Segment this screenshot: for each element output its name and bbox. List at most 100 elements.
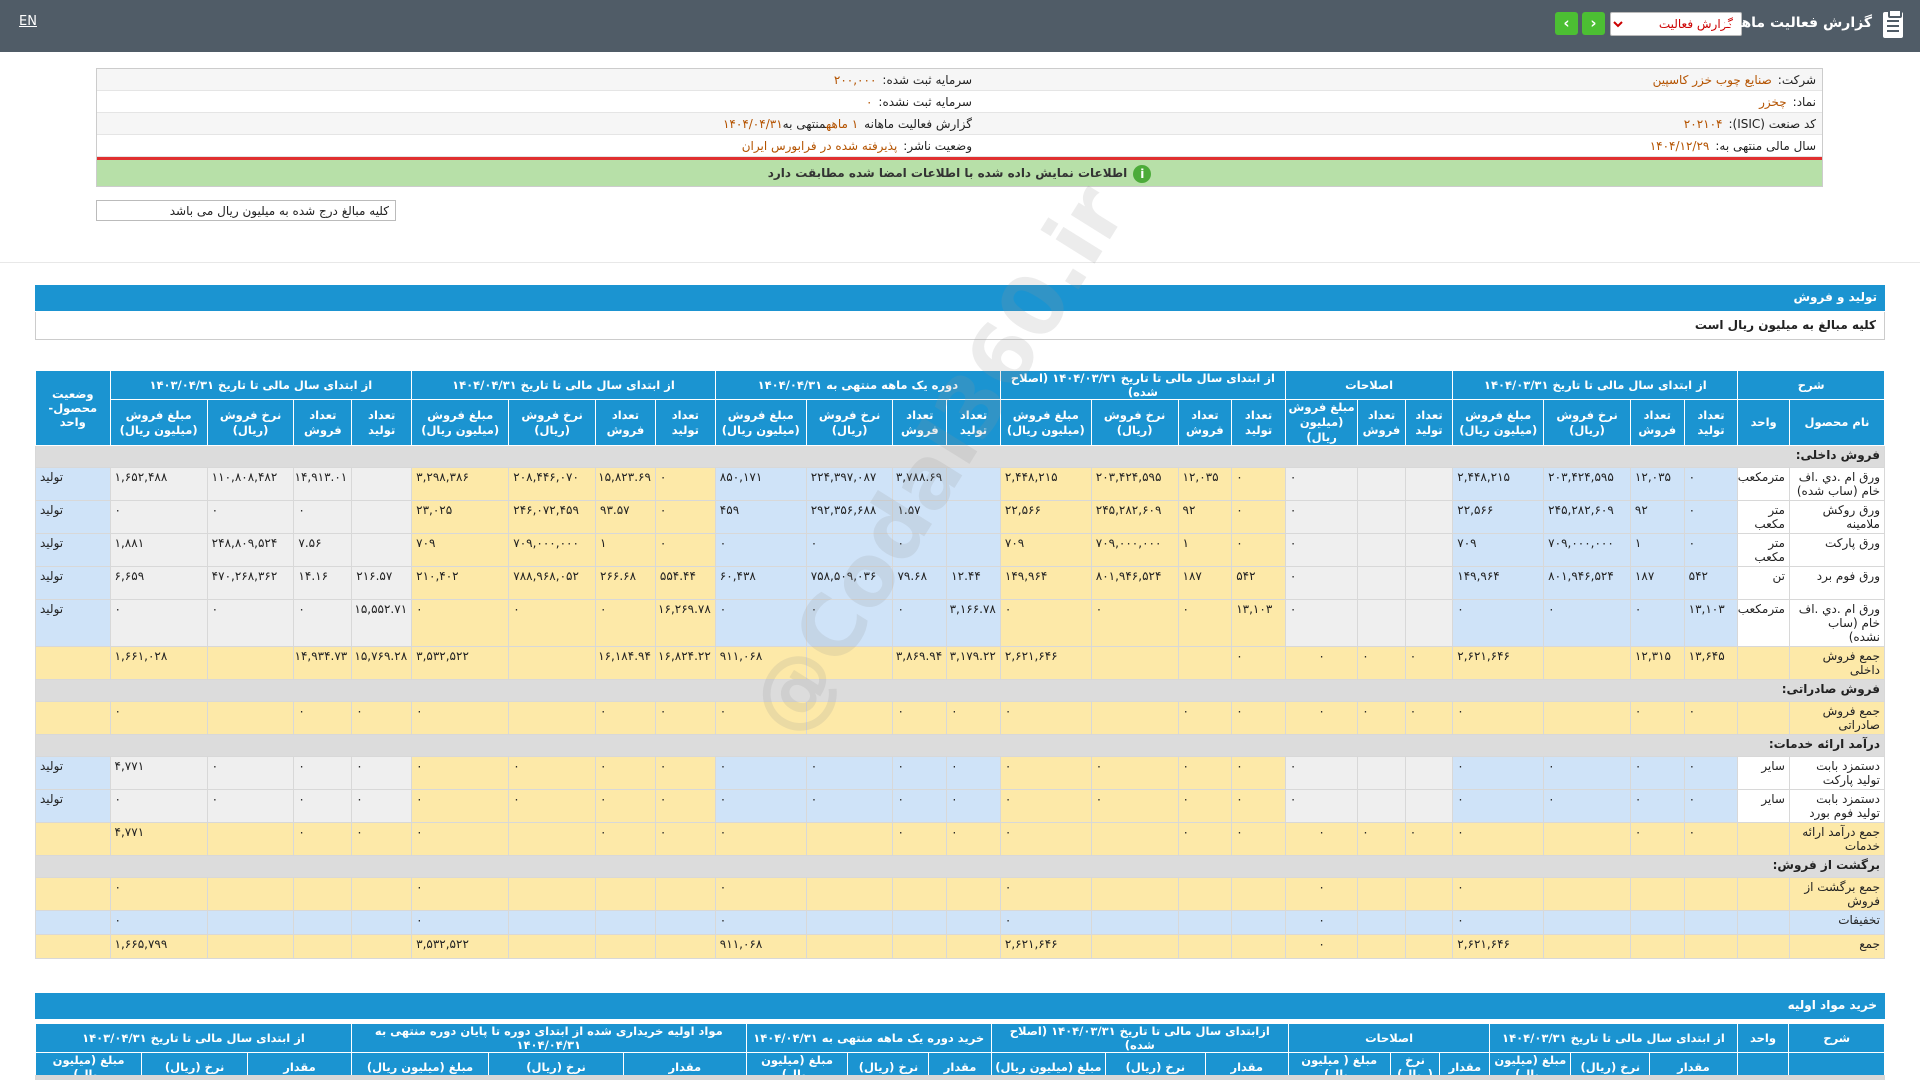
info-row: کد صنعت (ISIC): ۲۰۲۱۰۴ گزارش فعالیت ماهان…	[97, 113, 1822, 135]
table-cell: ۱۵,۸۲۳.۶۹	[595, 467, 656, 501]
table-cell: ۰	[714, 789, 807, 823]
verification-text: اطلاعات نمایش داده شده با اطلاعات امضا ش…	[767, 166, 1128, 180]
table-cell: ۰	[1629, 822, 1685, 856]
total-row: تخفیفات ۰ ۰ ۰ ۰ ۰ ۰	[35, 910, 1886, 935]
table-cell: ۰	[1284, 877, 1359, 911]
col-header: مبلغ فروش (میلیون ریال)	[999, 399, 1092, 446]
table-cell	[1090, 822, 1179, 856]
table-cell	[1357, 599, 1406, 647]
col-header: نرخ فروش (ریال)	[1090, 399, 1179, 446]
table-cell: ۰	[1357, 701, 1406, 735]
table-cell: ۰	[1629, 789, 1685, 823]
col-group-prev-year: از ابتدای سال مالی تا تاریخ ۱۴۰۳/۰۴/۳۱	[35, 1023, 352, 1053]
table-cell	[1404, 500, 1454, 534]
table-cell: ۰	[714, 877, 807, 911]
table-cell	[654, 910, 716, 935]
table-cell: ۰	[654, 500, 716, 534]
table-cell: ۴,۷۷۱	[109, 756, 208, 790]
table-cell: ۰	[1452, 877, 1545, 911]
table-cell: ۱۲,۰۳۵	[1177, 467, 1233, 501]
symbol-value: چخزر	[1759, 95, 1787, 109]
table-cell: ۱۶,۸۲۴.۲۲	[654, 646, 716, 680]
table-cell: ۱	[1177, 533, 1233, 567]
row-label: جمع درآمد ارائه خدمات	[1788, 822, 1886, 856]
table-cell: ۸۵۰,۱۷۱	[714, 467, 807, 501]
table-cell: ۰	[946, 756, 1001, 790]
table-cell: ۰	[1404, 701, 1454, 735]
table-cell: ۰	[1177, 701, 1233, 735]
col-group-period-adjusted: ازابتدای سال مالی تا تاریخ ۱۴۰۴/۰۳/۳۱ (ا…	[990, 1023, 1289, 1053]
table-cell	[1543, 934, 1631, 959]
table-cell	[351, 910, 413, 935]
table-cell	[595, 910, 656, 935]
table-cell: ۲۴۶,۰۷۲,۴۵۹	[508, 500, 597, 534]
table-cell	[946, 467, 1001, 501]
table-cell	[206, 934, 295, 959]
table-row: ورق فوم برد تن ۵۴۲ ۱۸۷ ۸۰۱,۹۴۶,۵۲۴ ۱۴۹,۹۶۴ ۰ ۵۴…	[35, 566, 1886, 600]
col-header: نام محصول	[1788, 399, 1886, 446]
row-label: جمع فروش صادراتی	[1788, 701, 1886, 735]
clipboard-icon	[1883, 9, 1903, 38]
unit-cell	[1737, 701, 1790, 735]
table-cell: ۰	[411, 599, 510, 647]
table-cell: ۰	[351, 789, 413, 823]
section-header-production-sales: تولید و فروش	[35, 285, 1885, 311]
table-cell: ۳,۲۹۸,۳۸۶	[411, 467, 510, 501]
col-group-desc: شرح	[1737, 370, 1885, 400]
table-cell: ۰	[805, 599, 894, 647]
table-cell	[1543, 701, 1631, 735]
prev-report-button[interactable]: ‹	[1555, 12, 1578, 35]
table-cell: ۰	[293, 789, 353, 823]
language-toggle[interactable]: EN	[19, 14, 37, 29]
table-cell	[1357, 467, 1406, 501]
row-label: جمع برگشت از فروش	[1788, 877, 1886, 911]
report-period-label: گزارش فعالیت ماهانه	[864, 117, 972, 131]
table-cell: ۰	[1284, 822, 1359, 856]
table-cell	[1090, 910, 1179, 935]
unit-cell: مترمکعب	[1737, 467, 1790, 501]
table-cell: ۲۲۴,۳۹۷,۰۸۷	[805, 467, 894, 501]
divider	[97, 157, 1822, 160]
table-cell	[805, 934, 894, 959]
info-row: نماد: چخزر سرمایه ثبت نشده: ۰	[97, 91, 1822, 113]
section-label: درآمد ارائه خدمات:	[35, 734, 1885, 757]
table-cell: ۰	[1284, 646, 1359, 680]
table-cell: ۸۰۱,۹۴۶,۵۲۴	[1090, 566, 1179, 600]
table-cell: ۰	[411, 910, 510, 935]
table-cell: ۷۰۹,۰۰۰,۰۰۰	[1090, 533, 1179, 567]
table-cell: ۰	[1284, 467, 1359, 501]
table-cell: ۰	[206, 789, 295, 823]
table-cell	[805, 910, 894, 935]
fiscal-year-value: ۱۴۰۴/۱۲/۲۹	[1649, 139, 1710, 153]
table-cell: ۲۰۸,۴۴۶,۰۷۰	[508, 467, 597, 501]
table-cell	[1683, 910, 1739, 935]
table-cell	[351, 877, 413, 911]
table-cell	[1357, 910, 1406, 935]
table-row: ورق روکش ملامینه متر مکعب ۰ ۹۲ ۲۴۵,۲۸۲,۶۰۹ ۲۲…	[35, 500, 1886, 534]
table-cell: ۰	[1090, 756, 1179, 790]
table-cell	[1357, 500, 1406, 534]
col-group-desc: شرح	[1788, 1023, 1885, 1053]
table-cell: ۰	[1231, 533, 1286, 567]
unit-cell: سایر	[1737, 789, 1790, 823]
section-note: کلیه مبالغ به میلیون ریال است	[35, 312, 1885, 340]
table-cell: ۰	[1629, 756, 1685, 790]
table-cell	[351, 500, 413, 534]
info-icon: i	[1133, 164, 1152, 183]
unit-cell	[1737, 822, 1790, 856]
table-cell: ۰	[999, 822, 1092, 856]
info-row: شرکت: صنایع چوب خزر کاسپین سرمایه ثبت شده…	[97, 69, 1822, 91]
report-type-select[interactable]: گزارش فعالیت	[1610, 12, 1742, 36]
next-report-button[interactable]: ›	[1582, 12, 1605, 35]
col-header: تعداد فروش	[1177, 399, 1233, 446]
table-cell	[1629, 934, 1685, 959]
table-cell: ۱۸۷	[1177, 566, 1233, 600]
table-cell: ۰	[1357, 822, 1406, 856]
table-cell: ۱۸۷	[1629, 566, 1685, 600]
table-cell: ۱	[595, 533, 656, 567]
table-cell	[1090, 646, 1179, 680]
table-cell: ۰	[293, 500, 353, 534]
col-header: مبلغ فروش (میلیون ریال)	[714, 399, 807, 446]
verification-banner: i اطلاعات نمایش داده شده با اطلاعات امضا …	[97, 160, 1822, 186]
table-cell: ۰	[293, 599, 353, 647]
